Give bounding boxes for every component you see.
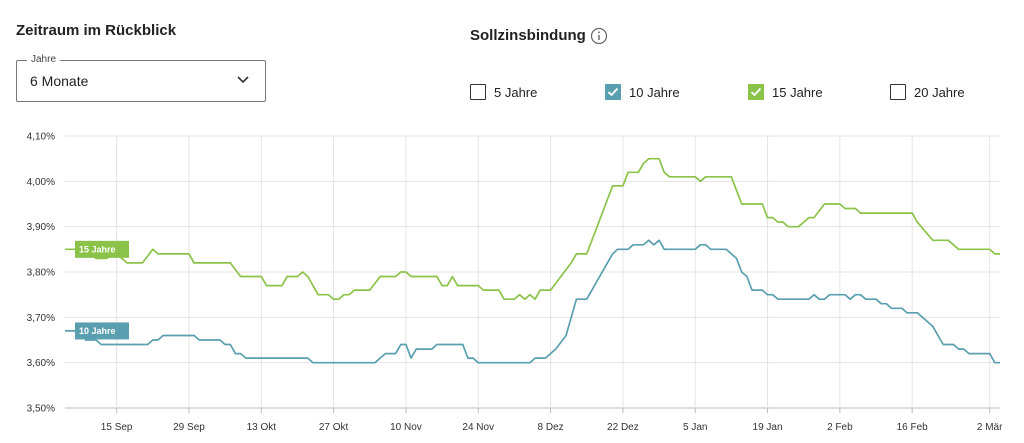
period-select[interactable]: Jahre 6 Monate [16, 54, 266, 102]
period-title: Zeitraum im Rückblick [16, 22, 177, 39]
checkbox-15-jahre[interactable]: 15 Jahre [748, 82, 823, 102]
y-tick-label: 3,50% [27, 404, 55, 415]
checkbox-box[interactable] [470, 84, 486, 100]
x-tick-label: 13 Okt [247, 422, 277, 433]
y-tick-label: 4,10% [27, 132, 55, 143]
check-icon [750, 87, 762, 97]
x-tick-label: 2 Mär [977, 422, 1003, 433]
y-tick-label: 3,70% [27, 313, 55, 324]
series-label-tag [75, 322, 129, 340]
series-line-10-jahre [65, 239, 1000, 364]
x-tick-label: 19 Jan [753, 422, 783, 433]
y-tick-label: 4,00% [27, 177, 55, 188]
y-tick-label: 3,90% [27, 222, 55, 233]
x-tick-label: 22 Dez [607, 422, 639, 433]
x-tick-label: 10 Nov [390, 422, 422, 433]
y-tick-label: 3,80% [27, 268, 55, 279]
x-tick-label: 2 Feb [827, 422, 853, 433]
checkbox-box[interactable] [605, 84, 621, 100]
checkbox-box[interactable] [748, 84, 764, 100]
x-tick-label: 29 Sep [173, 422, 205, 433]
x-tick-label: 5 Jan [683, 422, 707, 433]
checkbox-label: 15 Jahre [772, 84, 823, 100]
checkbox-20-jahre[interactable]: 20 Jahre [890, 82, 965, 102]
series-label-tag [75, 240, 129, 258]
check-icon [607, 87, 619, 97]
checkbox-5-jahre[interactable]: 5 Jahre [470, 82, 537, 102]
x-tick-label: 16 Feb [897, 422, 929, 433]
x-tick-label: 8 Dez [538, 422, 564, 433]
checkbox-10-jahre[interactable]: 10 Jahre [605, 82, 680, 102]
checkbox-box[interactable] [890, 84, 906, 100]
rate-lock-title: Sollzinsbindung [470, 27, 586, 44]
checkbox-label: 5 Jahre [494, 84, 538, 100]
x-tick-label: 15 Sep [101, 422, 133, 433]
series-label: 10 Jahre [79, 326, 116, 336]
period-select-legend: Jahre [27, 54, 61, 65]
y-tick-label: 3,60% [27, 358, 55, 369]
checkbox-label: 10 Jahre [629, 84, 680, 100]
series-label: 15 Jahre [79, 245, 116, 255]
series-line-15-jahre [65, 157, 1000, 301]
checkbox-label: 20 Jahre [914, 84, 965, 100]
period-select-value: 6 Monate [30, 73, 89, 89]
info-icon[interactable] [590, 27, 608, 45]
x-tick-label: 27 Okt [319, 422, 349, 433]
x-tick-label: 24 Nov [462, 422, 494, 433]
chevron-down-icon [237, 76, 249, 84]
interest-rate-chart: 3,50% 3,60% 3,70% 3,80% 3,90% 4,00% 4,10% 15 Se… [27, 132, 1003, 434]
